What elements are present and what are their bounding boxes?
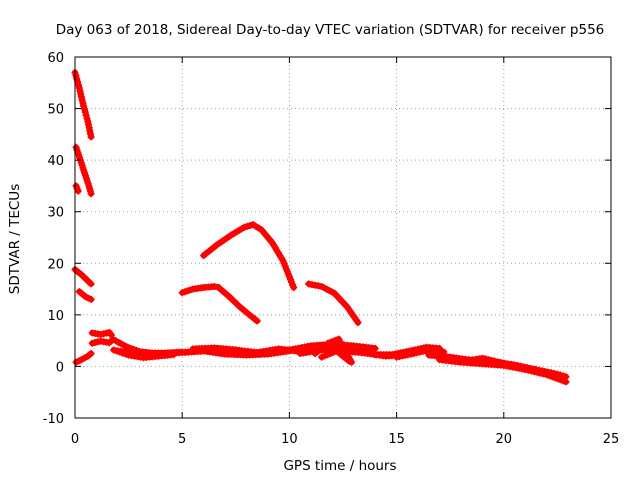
series-markers <box>72 182 82 195</box>
x-tick-label: 20 <box>496 432 513 447</box>
series-markers <box>72 143 95 198</box>
x-tick-label: 15 <box>388 432 405 447</box>
y-tick-label: 20 <box>47 257 64 272</box>
series-markers <box>72 350 95 366</box>
y-tick-label: 50 <box>47 103 64 118</box>
series-markers <box>457 354 529 372</box>
series-arc-3 <box>72 182 82 195</box>
axis-ticks <box>74 56 612 419</box>
series-arc-23 <box>178 283 223 297</box>
data-series <box>71 69 570 386</box>
series-arc-1 <box>71 69 95 141</box>
y-tick-label: -10 <box>43 412 64 427</box>
series-arc-6 <box>72 350 95 366</box>
x-tick-label: 0 <box>71 432 79 447</box>
y-tick-label: 10 <box>47 309 64 324</box>
y-tick-labels: -10 0 10 20 30 40 50 60 <box>43 51 64 427</box>
series-arc-24 <box>215 284 261 325</box>
series-markers <box>200 221 298 291</box>
series-markers <box>393 346 448 361</box>
x-tick-label: 5 <box>178 432 186 447</box>
series-markers <box>75 288 95 303</box>
x-tick-label: 25 <box>603 432 620 447</box>
series-arc-17 <box>318 347 353 365</box>
series-markers <box>88 337 115 347</box>
x-tick-labels: 0 5 10 15 20 25 <box>71 432 619 447</box>
series-arc-25 <box>200 221 298 291</box>
series-line <box>305 280 361 326</box>
series-markers <box>88 328 115 339</box>
series-markers <box>318 347 353 365</box>
series-arc-8 <box>88 337 115 347</box>
y-tick-label: 0 <box>56 360 64 375</box>
y-tick-label: 60 <box>47 51 64 66</box>
series-arc-22 <box>457 354 529 372</box>
x-tick-label: 10 <box>281 432 298 447</box>
series-markers <box>305 280 362 327</box>
series-arc-5 <box>75 288 95 303</box>
series-arc-19 <box>393 346 448 361</box>
series-markers <box>178 283 223 297</box>
y-tick-label: 40 <box>47 154 64 169</box>
x-axis-label: GPS time / hours <box>283 458 396 474</box>
chart-title: Day 063 of 2018, Sidereal Day-to-day VTE… <box>56 22 605 38</box>
series-arc-26 <box>305 280 362 327</box>
plot-frame <box>74 56 612 419</box>
series-arc-7 <box>88 328 115 339</box>
grid-lines <box>75 57 611 418</box>
series-markers <box>215 284 261 325</box>
series-arc-2 <box>72 143 95 198</box>
y-axis-label: SDTVAR / TECUs <box>7 184 23 294</box>
y-tick-label: 30 <box>47 206 64 221</box>
